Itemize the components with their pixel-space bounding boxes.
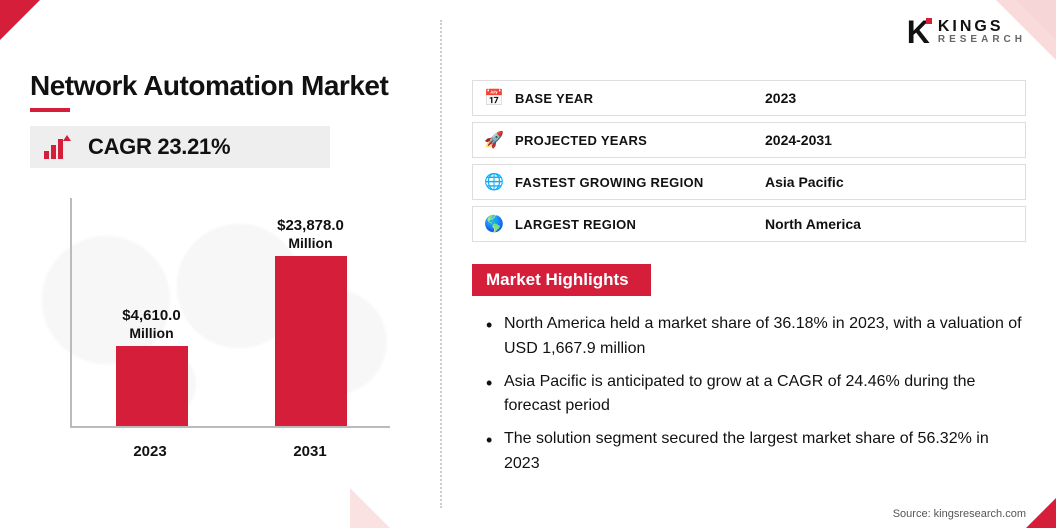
x-axis-label: 2023: [95, 443, 205, 460]
info-rows: 📅BASE YEAR2023 🚀PROJECTED YEARS2024-2031 🌐…: [472, 80, 1026, 242]
logo-line2: RESEARCH: [938, 35, 1026, 45]
bar-chart: $4,610.0Million $23,878.0Million 2023 2031: [30, 188, 410, 468]
cagr-label: CAGR 23.21%: [88, 134, 230, 160]
info-row-value: Asia Pacific: [765, 174, 1025, 190]
logo-line1: KINGS: [938, 19, 1026, 35]
x-axis-label: 2031: [255, 443, 365, 460]
logo-mark: K: [907, 16, 930, 48]
info-row-label: FASTEST GROWING REGION: [515, 175, 765, 190]
info-row-value: 2023: [765, 90, 1025, 106]
info-row-label: LARGEST REGION: [515, 217, 765, 232]
bar-value-label: $23,878.0Million: [277, 217, 344, 252]
info-row-label: BASE YEAR: [515, 91, 765, 106]
bullet-item: Asia Pacific is anticipated to grow at a…: [482, 370, 1026, 420]
info-row-icon: 📅: [473, 88, 515, 108]
x-axis-labels: 2023 2031: [70, 443, 390, 460]
source-attribution: Source: kingsresearch.com: [893, 508, 1026, 520]
info-row: 📅BASE YEAR2023: [472, 80, 1026, 116]
info-row-icon: 🌐: [473, 172, 515, 192]
title-underline: [30, 108, 70, 112]
info-row: 🚀PROJECTED YEARS2024-2031: [472, 122, 1026, 158]
logo: K KINGS RESEARCH: [907, 16, 1026, 48]
info-row-icon: 🚀: [473, 130, 515, 150]
bullet-item: The solution segment secured the largest…: [482, 427, 1026, 477]
info-row-icon: 🌎: [473, 214, 515, 234]
cagr-box: CAGR 23.21%: [30, 126, 330, 168]
chart-plot-area: $4,610.0Million $23,878.0Million: [70, 198, 390, 428]
bar-rect: [275, 256, 347, 426]
page-title: Network Automation Market: [30, 70, 410, 102]
bar-column: $4,610.0Million: [97, 307, 207, 426]
left-panel: Network Automation Market CAGR 23.21% $4…: [0, 0, 440, 528]
bullet-item: North America held a market share of 36.…: [482, 312, 1026, 362]
bar-rect: [116, 346, 188, 426]
bars-container: $4,610.0Million $23,878.0Million: [72, 198, 390, 426]
bar-column: $23,878.0Million: [256, 217, 366, 426]
info-row-value: North America: [765, 216, 1025, 232]
bullet-list: North America held a market share of 36.…: [472, 312, 1026, 477]
info-row: 🌎LARGEST REGIONNorth America: [472, 206, 1026, 242]
growth-icon: [44, 135, 74, 159]
section-heading: Market Highlights: [472, 264, 651, 296]
info-row: 🌐FASTEST GROWING REGIONAsia Pacific: [472, 164, 1026, 200]
page: Network Automation Market CAGR 23.21% $4…: [0, 0, 1056, 528]
info-row-value: 2024-2031: [765, 132, 1025, 148]
bar-value-label: $4,610.0Million: [122, 307, 180, 342]
logo-text: KINGS RESEARCH: [938, 19, 1026, 45]
info-row-label: PROJECTED YEARS: [515, 133, 765, 148]
right-panel: K KINGS RESEARCH 📅BASE YEAR2023 🚀PROJECTE…: [442, 0, 1056, 528]
